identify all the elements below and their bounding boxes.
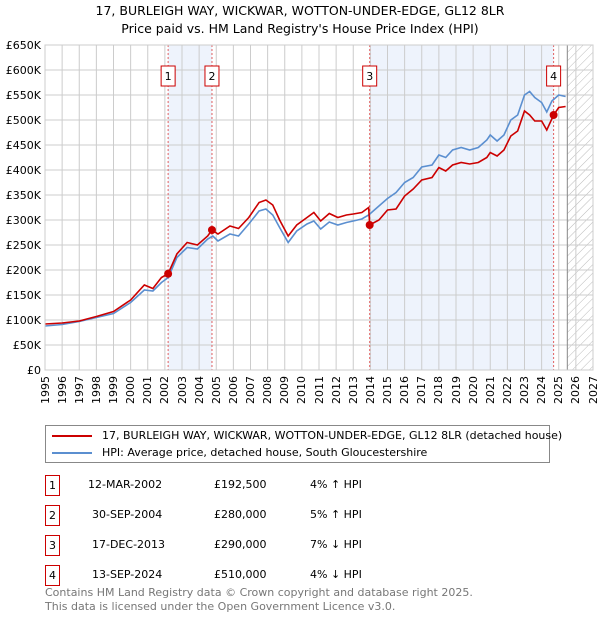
x-tick-label: 2013: [346, 376, 360, 404]
sale-marker-label: 2: [208, 70, 215, 83]
x-tick-label: 2022: [500, 376, 514, 404]
transaction-row: 3 17-DEC-2013 £290,000 7% ↓ HPI: [45, 535, 445, 556]
shaded-range: [168, 45, 212, 370]
transaction-price: £510,000: [214, 568, 267, 581]
x-tick-label: 2000: [124, 376, 138, 404]
x-tick-label: 2012: [329, 376, 343, 404]
x-tick-label: 2001: [141, 376, 155, 404]
sale-marker-label: 4: [550, 70, 557, 83]
x-tick-label: 2011: [312, 376, 326, 404]
x-tick-label: 1996: [55, 376, 69, 404]
x-tick-label: 2002: [158, 376, 172, 404]
y-tick-label: £400K: [6, 164, 42, 177]
legend: 17, BURLEIGH WAY, WICKWAR, WOTTON-UNDER-…: [45, 425, 562, 463]
y-tick-label: £150K: [6, 289, 42, 302]
x-tick-label: 1998: [89, 376, 103, 404]
transaction-date: 13-SEP-2024: [92, 568, 163, 581]
transaction-marker: 1: [45, 475, 60, 496]
x-tick-label: 2007: [244, 376, 257, 404]
x-tick-label: 2024: [535, 376, 549, 404]
sale-marker-box: [546, 65, 562, 87]
transaction-price: £280,000: [214, 508, 267, 521]
x-tick-label: 2027: [586, 376, 600, 404]
x-tick-label: 2023: [518, 376, 531, 404]
x-tick-label: 2004: [192, 376, 206, 404]
sale-marker-label: 3: [366, 70, 373, 83]
plot-border: [44, 44, 594, 371]
x-tick-label: 2008: [261, 376, 275, 404]
transaction-marker: 4: [45, 565, 60, 586]
x-tick-label: 1997: [72, 376, 86, 404]
y-tick-label: £250K: [6, 239, 42, 252]
y-tick-label: £300K: [6, 214, 42, 227]
sale-marker-box: [204, 65, 220, 87]
future-hatch: [567, 45, 593, 370]
series-line: [44, 105, 566, 325]
transaction-row: 1 12-MAR-2002 £192,500 4% ↑ HPI: [45, 475, 445, 496]
y-tick-label: £500K: [6, 114, 42, 127]
transaction-row: 4 13-SEP-2024 £510,000 4% ↓ HPI: [45, 565, 445, 586]
legend-label: 17, BURLEIGH WAY, WICKWAR, WOTTON-UNDER-…: [102, 429, 563, 442]
footer-licence: This data is licensed under the Open Gov…: [45, 600, 396, 613]
x-tick-label: 2018: [432, 376, 446, 404]
footer-copyright: Contains HM Land Registry data © Crown c…: [45, 586, 473, 599]
transaction-price: £290,000: [214, 538, 267, 551]
transaction-date: 30-SEP-2004: [92, 508, 163, 521]
x-tick-label: 2017: [415, 376, 429, 404]
sale-marker-box: [160, 65, 176, 87]
legend-swatch-red: [52, 435, 92, 437]
y-tick-label: £600K: [6, 64, 42, 77]
x-tick-label: 2014: [363, 376, 377, 404]
x-tick-label: 2009: [278, 376, 292, 404]
legend-swatch-blue: [52, 452, 92, 454]
y-tick-label: £100K: [6, 314, 42, 327]
sale-point: [365, 221, 374, 229]
x-tick-label: 2005: [209, 376, 223, 404]
x-tick-label: 2015: [381, 376, 394, 404]
chart-subtitle: Price paid vs. HM Land Registry's House …: [121, 21, 479, 36]
x-tick-label: 2016: [398, 376, 412, 404]
y-tick-label: £50K: [13, 339, 42, 352]
transaction-hpi-diff: 5% ↑ HPI: [310, 508, 362, 521]
y-tick-label: £0: [27, 364, 41, 377]
x-tick-label: 1995: [38, 376, 52, 404]
x-tick-label: 2003: [175, 376, 189, 404]
series-line: [44, 90, 566, 327]
sale-marker-box: [362, 65, 378, 87]
y-tick-label: £200K: [6, 264, 42, 277]
sale-point: [549, 111, 558, 119]
legend-item-hpi: HPI: Average price, detached house, Sout…: [46, 445, 427, 461]
x-tick-label: 1999: [107, 376, 120, 404]
transaction-hpi-diff: 4% ↑ HPI: [310, 478, 362, 491]
x-tick-label: 2025: [552, 376, 566, 404]
transaction-date: 12-MAR-2002: [88, 478, 163, 491]
sale-point: [207, 226, 216, 234]
x-tick-label: 2019: [449, 376, 463, 404]
legend-item-property: 17, BURLEIGH WAY, WICKWAR, WOTTON-UNDER-…: [46, 428, 562, 444]
transaction-hpi-diff: 7% ↓ HPI: [310, 538, 362, 551]
y-tick-label: £550K: [6, 89, 42, 102]
chart-title: 17, BURLEIGH WAY, WICKWAR, WOTTON-UNDER-…: [95, 3, 505, 18]
x-tick-label: 2006: [226, 376, 240, 404]
y-tick-label: £450K: [6, 139, 42, 152]
legend-label: HPI: Average price, detached house, Sout…: [102, 446, 428, 459]
transaction-marker: 3: [45, 535, 60, 556]
price-chart: £0 £50K £100K £150K £200K £250K £300K £350K £400…: [6, 39, 594, 377]
transaction-row: 2 30-SEP-2004 £280,000 5% ↑ HPI: [45, 505, 445, 526]
y-tick-label: £350K: [6, 189, 42, 202]
x-tick-label: 2026: [569, 376, 583, 404]
x-tick-label: 2021: [483, 376, 497, 404]
sale-marker-label: 1: [165, 70, 172, 83]
x-tick-label: 2010: [295, 376, 309, 404]
transaction-date: 17-DEC-2013: [92, 538, 166, 551]
transaction-marker: 2: [45, 505, 60, 526]
x-tick-label: 2020: [466, 376, 480, 404]
transaction-price: £192,500: [214, 478, 267, 491]
transaction-hpi-diff: 4% ↓ HPI: [310, 568, 362, 581]
sale-point: [164, 269, 173, 278]
y-tick-label: £650K: [6, 39, 42, 52]
